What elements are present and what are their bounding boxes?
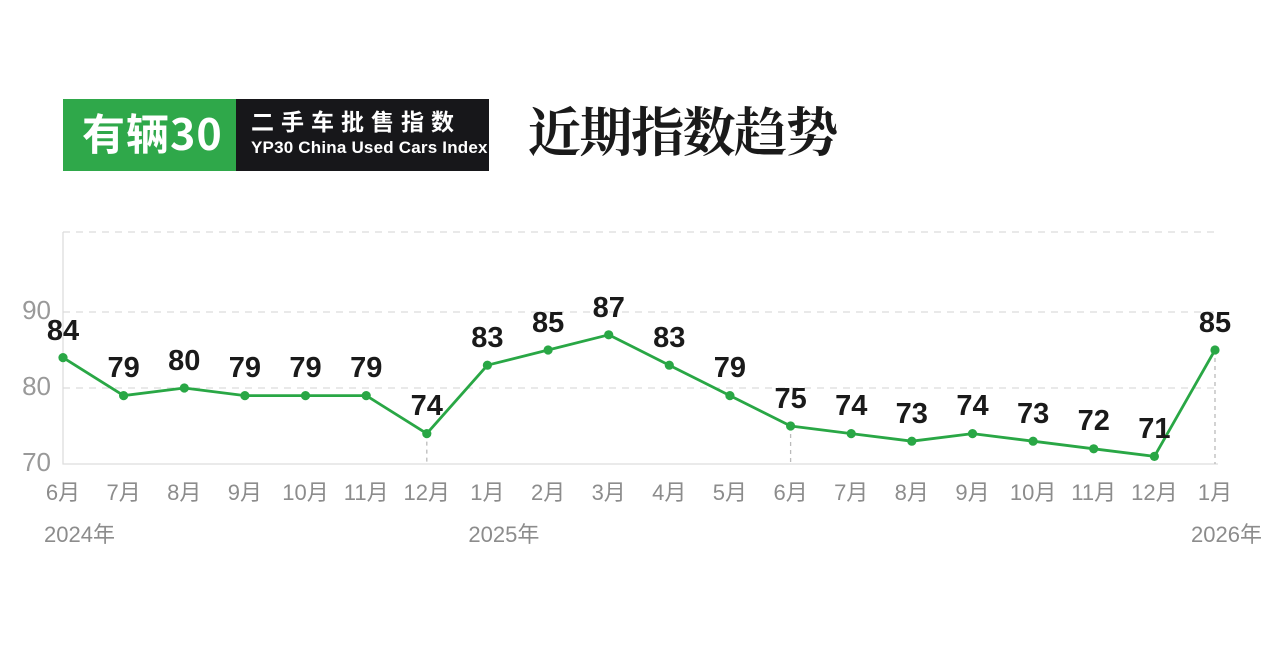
svg-text:6月: 6月 — [773, 480, 807, 505]
svg-text:11月: 11月 — [1071, 480, 1116, 505]
svg-text:74: 74 — [411, 390, 443, 422]
svg-text:9月: 9月 — [955, 480, 989, 505]
svg-text:8月: 8月 — [895, 480, 929, 505]
svg-text:71: 71 — [1138, 413, 1170, 445]
svg-text:9月: 9月 — [228, 480, 262, 505]
svg-text:74: 74 — [835, 390, 867, 422]
svg-text:72: 72 — [1078, 405, 1110, 437]
svg-text:83: 83 — [653, 322, 685, 354]
svg-text:79: 79 — [107, 352, 139, 384]
svg-text:83: 83 — [471, 322, 503, 354]
svg-text:80: 80 — [22, 371, 51, 401]
svg-text:79: 79 — [289, 352, 321, 384]
svg-text:85: 85 — [1199, 307, 1231, 339]
svg-text:12月: 12月 — [1131, 480, 1177, 505]
svg-text:2月: 2月 — [531, 480, 565, 505]
svg-text:10月: 10月 — [282, 480, 328, 505]
svg-text:10月: 10月 — [1010, 480, 1056, 505]
svg-text:85: 85 — [532, 307, 564, 339]
svg-text:7月: 7月 — [834, 480, 868, 505]
svg-text:6月: 6月 — [46, 480, 80, 505]
svg-text:5月: 5月 — [713, 480, 747, 505]
svg-text:73: 73 — [896, 398, 928, 430]
svg-text:2025年: 2025年 — [468, 522, 539, 547]
svg-text:8月: 8月 — [167, 480, 201, 505]
svg-text:79: 79 — [350, 352, 382, 384]
svg-text:87: 87 — [593, 292, 625, 324]
svg-text:3月: 3月 — [592, 480, 626, 505]
svg-text:75: 75 — [774, 383, 806, 415]
svg-text:79: 79 — [229, 352, 261, 384]
svg-text:70: 70 — [22, 447, 51, 477]
svg-text:2024年: 2024年 — [44, 522, 115, 547]
svg-text:7月: 7月 — [106, 480, 140, 505]
svg-text:2026年: 2026年 — [1191, 522, 1262, 547]
svg-text:74: 74 — [956, 390, 988, 422]
svg-text:4月: 4月 — [652, 480, 686, 505]
svg-text:79: 79 — [714, 352, 746, 384]
svg-text:73: 73 — [1017, 398, 1049, 430]
svg-text:1月: 1月 — [470, 480, 504, 505]
svg-text:11月: 11月 — [344, 480, 389, 505]
svg-text:12月: 12月 — [404, 480, 450, 505]
svg-text:84: 84 — [47, 315, 79, 347]
svg-text:80: 80 — [168, 345, 200, 377]
svg-text:1月: 1月 — [1198, 480, 1232, 505]
